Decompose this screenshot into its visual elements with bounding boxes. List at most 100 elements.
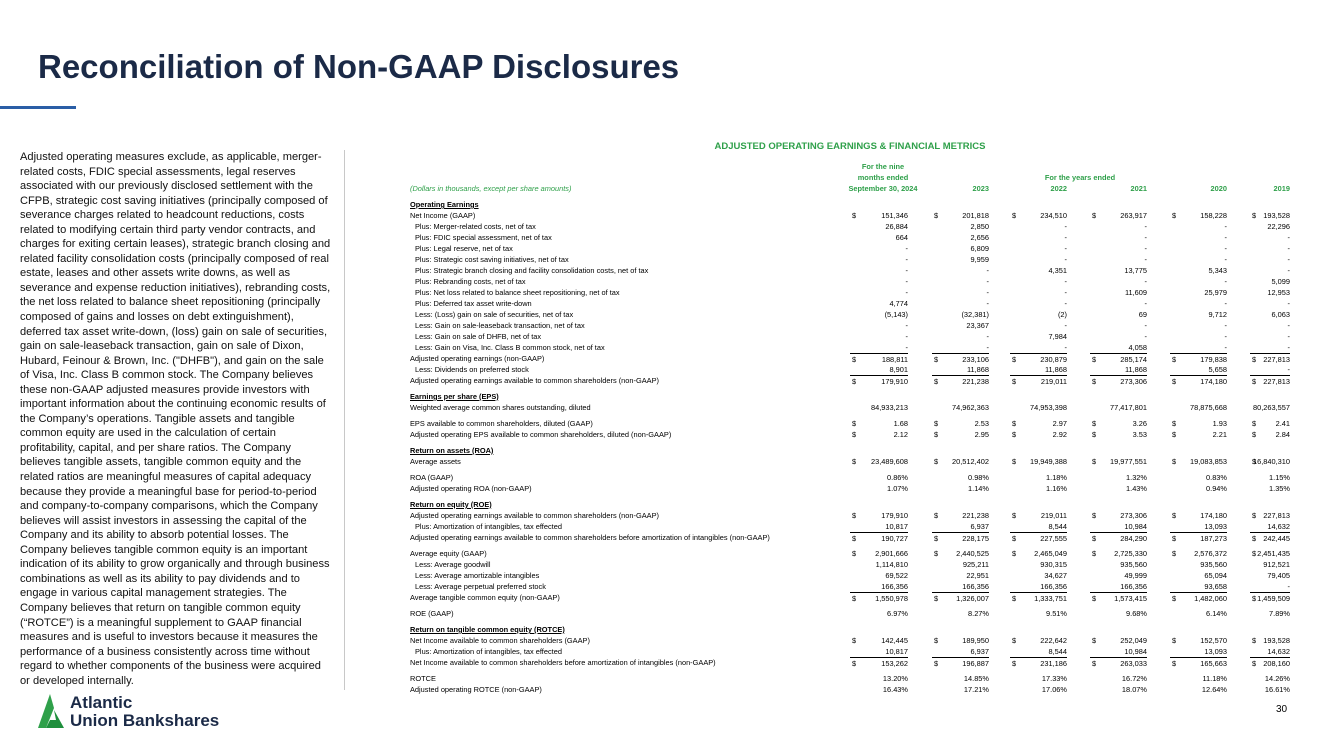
- cell: 84,933,213: [850, 402, 908, 412]
- cell-value: -: [1224, 233, 1227, 242]
- row-label: Plus: Legal reserve, net of tax: [415, 244, 513, 253]
- cell: $3.26: [1090, 418, 1147, 428]
- cell: $193,528: [1250, 635, 1290, 645]
- cell: $221,238: [932, 510, 989, 520]
- cell: -: [850, 331, 908, 341]
- cell-value: 1.93: [1212, 419, 1227, 428]
- cell-value: 74,962,363: [952, 403, 989, 412]
- cell: 935,560: [1090, 559, 1147, 569]
- cell-value: 228,175: [962, 534, 989, 543]
- cell-value: 187,273: [1200, 534, 1227, 543]
- cell-value: 17.06%: [1041, 685, 1067, 694]
- cell: 166,356: [1010, 581, 1067, 591]
- cell: -: [1250, 265, 1290, 275]
- cell-value: 26,884: [885, 222, 908, 231]
- cell: -: [1010, 254, 1067, 264]
- row-label: Plus: Amortization of intangibles, tax e…: [415, 522, 562, 531]
- cell-value: -: [1064, 288, 1067, 297]
- cell-value: 13,093: [1204, 522, 1227, 531]
- cell-value: 10,817: [885, 522, 908, 531]
- sidebar-text: Adjusted operating measures exclude, as …: [20, 151, 331, 687]
- table-title: ADJUSTED OPERATING EARNINGS & FINANCIAL …: [714, 141, 986, 152]
- table-row: Adjusted operating earnings available to…: [410, 375, 1290, 386]
- divider: [344, 150, 345, 690]
- cell-value: 22,951: [966, 571, 989, 580]
- cell: -: [1170, 276, 1227, 286]
- cell-value: 179,910: [881, 511, 908, 520]
- cell: 10,817: [850, 646, 908, 656]
- currency: $: [1012, 549, 1017, 558]
- period-header: September 30, 2024: [848, 184, 918, 193]
- row-label: Less: Average amortizable intangibles: [415, 571, 540, 580]
- cell: -: [1010, 232, 1067, 242]
- cell: 26,884: [850, 221, 908, 231]
- cell: -: [1090, 331, 1147, 341]
- cell: $1,333,751: [1010, 592, 1067, 603]
- cell: 8,544: [1010, 521, 1068, 531]
- cell-value: 6,809: [970, 244, 990, 253]
- currency: $: [1172, 419, 1177, 428]
- cell-value: 6,063: [1271, 310, 1291, 319]
- cell: -: [1090, 298, 1147, 308]
- currency: $: [1092, 511, 1097, 520]
- cell-value: 930,315: [1040, 560, 1067, 569]
- cell-value: 10,984: [1124, 522, 1147, 531]
- cell: $227,813: [1250, 353, 1290, 364]
- currency: $: [1012, 659, 1017, 668]
- cell: $2.84: [1250, 429, 1290, 439]
- column-header: 2022: [1050, 184, 1067, 193]
- table-row: Plus: Net loss related to balance sheet …: [410, 287, 1290, 298]
- cell: 1.16%: [1010, 483, 1067, 493]
- table-row: Plus: Amortization of intangibles, tax e…: [410, 521, 1290, 532]
- cell-value: 0.86%: [887, 473, 908, 482]
- cell: 69: [1090, 309, 1147, 319]
- cell: $2.92: [1010, 429, 1067, 439]
- cell-value: 1,482,060: [1194, 594, 1227, 603]
- cell-value: 196,887: [962, 659, 989, 668]
- cell: 1.32%: [1090, 472, 1147, 482]
- currency: $: [1172, 594, 1177, 603]
- cell-value: 9.68%: [1126, 609, 1147, 618]
- cell: 0.83%: [1170, 472, 1227, 482]
- cell: $179,910: [850, 510, 908, 520]
- logo-mark: [38, 694, 54, 728]
- cell-value: -: [1224, 299, 1227, 308]
- cell: $2.41: [1250, 418, 1290, 428]
- cell-value: 219,011: [1040, 511, 1067, 520]
- currency: $: [934, 457, 939, 466]
- currency: $: [934, 636, 939, 645]
- cell: 6.97%: [850, 608, 908, 618]
- cell-value: -: [1144, 255, 1147, 264]
- cell: -: [1170, 298, 1227, 308]
- row-label: EPS available to common shareholders, di…: [410, 419, 593, 428]
- cell-value: -: [905, 343, 908, 352]
- cell: -: [1010, 320, 1067, 330]
- cell-value: 74,953,398: [1030, 403, 1067, 412]
- cell: $208,160: [1250, 657, 1290, 668]
- table-row: Adjusted operating ROA (non-GAAP) 1.07% 1.…: [410, 483, 1290, 494]
- cell: 8.27%: [932, 608, 989, 618]
- currency: $: [1252, 211, 1257, 220]
- cell: 9.68%: [1090, 608, 1147, 618]
- cell-value: 252,049: [1120, 636, 1147, 645]
- currency: $: [852, 430, 857, 439]
- cell-value: 158,228: [1200, 211, 1227, 220]
- cell: $193,528: [1250, 210, 1290, 220]
- cell-value: 219,011: [1040, 377, 1067, 386]
- row-label: ROE (GAAP): [410, 609, 454, 618]
- cell-value: 80,263,557: [1253, 403, 1290, 412]
- cell-value: -: [1224, 222, 1227, 231]
- cell-value: 34,627: [1044, 571, 1067, 580]
- cell: (32,381): [932, 309, 989, 319]
- currency: $: [934, 211, 939, 220]
- cell-value: 174,180: [1200, 377, 1227, 386]
- cell: 166,356: [1090, 581, 1147, 591]
- cell: $285,174: [1090, 353, 1147, 364]
- cell-value: 16,840,310: [1253, 457, 1290, 466]
- cell-value: 69: [1138, 310, 1147, 319]
- header-line: months ended For the years ended: [410, 172, 1290, 183]
- currency: $: [1252, 430, 1257, 439]
- cell-value: 8,544: [1048, 522, 1068, 531]
- cell: $2.12: [850, 429, 908, 439]
- currency: $: [1092, 534, 1097, 543]
